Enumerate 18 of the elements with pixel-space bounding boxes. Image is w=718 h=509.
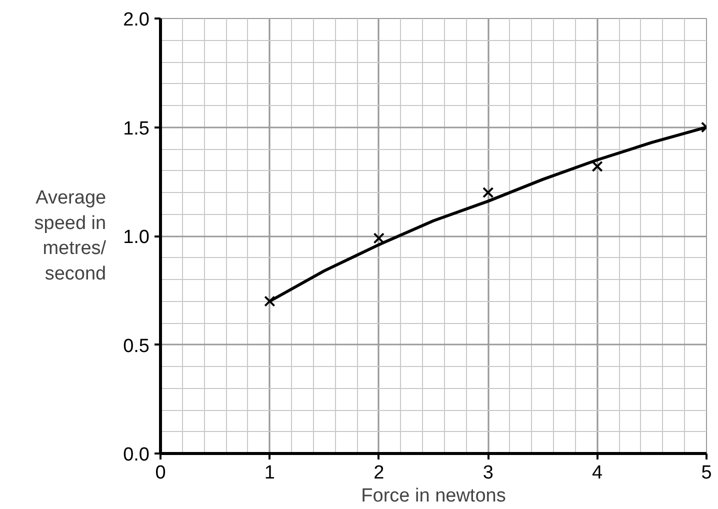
- point: [264, 296, 276, 307]
- y-tick-label: 2.0: [123, 10, 150, 30]
- x-tick-label: 3: [482, 462, 494, 484]
- x-axis-title: Force in newtons: [361, 486, 506, 506]
- x-tick-label: 4: [592, 462, 604, 484]
- y-axis-title: Average speed in metres/ second: [34, 188, 107, 284]
- x-tick-label: 2: [374, 462, 384, 484]
- y-tick-label: 0.0: [123, 444, 150, 466]
- x-tick-label: 0: [155, 462, 166, 484]
- x-tick-label: 5: [701, 462, 712, 484]
- y-tick-label: 1.0: [123, 227, 150, 248]
- x-tick-label: 1: [264, 462, 275, 484]
- point: [592, 160, 603, 172]
- y-tick-label: 1.5: [123, 118, 150, 140]
- point: [373, 232, 384, 244]
- y-tick-label: 0.5: [123, 336, 150, 357]
- line-series: [268, 126, 706, 303]
- point: [482, 186, 494, 198]
